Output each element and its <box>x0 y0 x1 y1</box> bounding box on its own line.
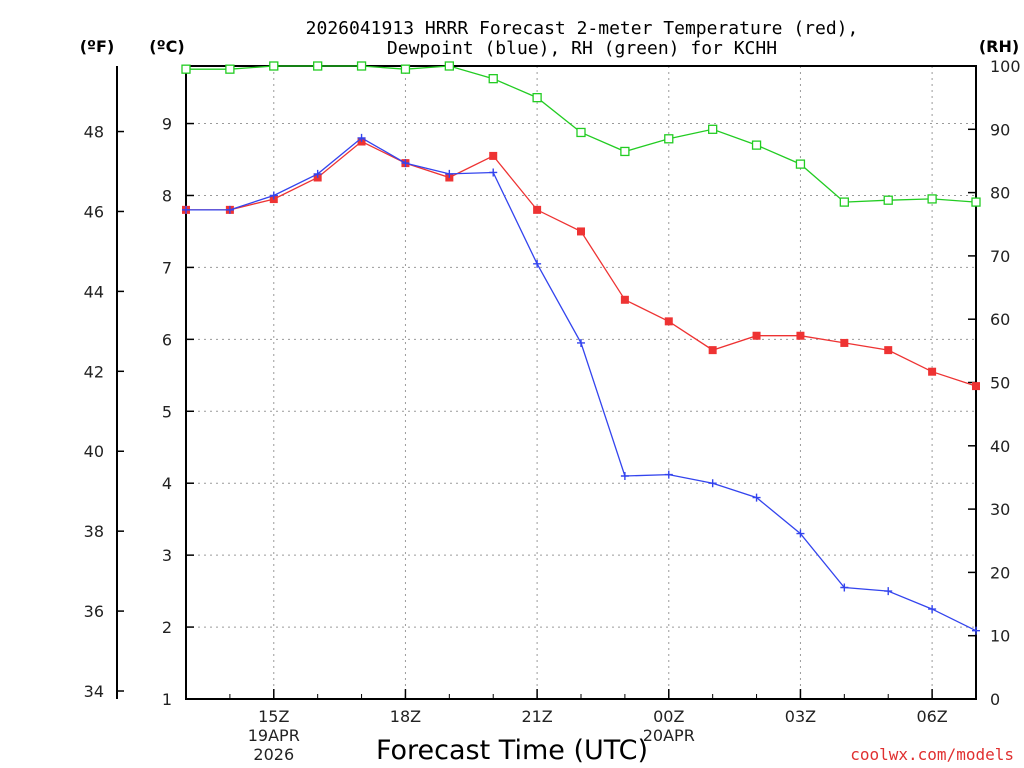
source-credit: coolwx.com/models <box>850 745 1014 764</box>
dewpoint-point <box>620 472 629 481</box>
rh-point <box>708 124 718 134</box>
rh-point <box>839 197 849 207</box>
rh-tick-label: 60 <box>990 310 1010 329</box>
fahrenheit-tick-label: 48 <box>84 123 104 142</box>
temperature-point <box>620 295 629 304</box>
rh-tick-label: 100 <box>990 57 1021 76</box>
x-tick-label: 15Z <box>258 707 289 726</box>
dewpoint-point <box>928 605 937 614</box>
celsius-tick-label: 2 <box>162 618 172 637</box>
fahrenheit-tick-label: 42 <box>84 362 104 381</box>
dewpoint-point <box>445 169 454 178</box>
dewpoint-point <box>401 159 410 168</box>
rh-point <box>400 64 411 74</box>
temperature-point <box>884 346 893 355</box>
rh-point <box>576 127 586 138</box>
celsius-tick-label: 7 <box>162 258 172 277</box>
temperature-line <box>186 140 977 387</box>
rh-tick-label: 10 <box>990 627 1010 646</box>
dewpoint-point <box>577 338 585 347</box>
x-tick-label: 18Z <box>390 707 421 726</box>
temperature-point <box>752 331 761 340</box>
x-tick-label: 06Z <box>916 707 947 726</box>
chart-title-line1: 2026041913 HRRR Forecast 2-meter Tempera… <box>306 18 859 39</box>
dewpoint-point <box>972 626 980 635</box>
fahrenheit-tick-label: 38 <box>84 522 104 541</box>
rh-tick-label: 50 <box>990 374 1010 393</box>
dewpoint-point <box>884 587 893 596</box>
chart-title-line2: Dewpoint (blue), RH (green) for KCHH <box>387 38 777 59</box>
fahrenheit-tick-label: 46 <box>84 202 104 221</box>
rh-point <box>664 134 674 144</box>
dewpoint-point <box>182 205 190 214</box>
temperature-point <box>796 331 805 340</box>
celsius-tick-label: 6 <box>162 330 172 349</box>
temperature-point <box>489 151 498 160</box>
dewpoint-point <box>840 583 849 592</box>
dewpoint-point <box>269 191 278 200</box>
rh-point <box>971 197 981 207</box>
rh-tick-label: 70 <box>990 247 1010 266</box>
rh-tick-label: 90 <box>990 120 1010 139</box>
temperature-point <box>840 338 849 347</box>
plot-frame <box>185 65 977 700</box>
temperature-point <box>972 382 980 391</box>
rh-tick-label: 30 <box>990 500 1010 519</box>
temperature-point <box>928 367 937 376</box>
dewpoint-point <box>533 259 542 268</box>
celsius-tick-label: 9 <box>162 115 172 134</box>
dewpoint-point <box>313 169 322 178</box>
gridlines <box>186 66 976 699</box>
rh-point <box>225 64 235 74</box>
celsius-tick-label: 1 <box>162 690 172 709</box>
fahrenheit-unit-label: (ºF) <box>80 37 115 56</box>
rh-point <box>488 74 498 84</box>
temperature-point <box>664 317 673 326</box>
x-tick-year: 2026 <box>253 745 294 764</box>
celsius-tick-label: 8 <box>162 186 172 205</box>
x-tick-label: 21Z <box>521 707 552 726</box>
dewpoint-point <box>664 470 673 479</box>
x-tick-label: 00Z <box>653 707 684 726</box>
dewpoint-point <box>489 168 498 177</box>
celsius-tick-label: 3 <box>162 546 172 565</box>
celsius-tick-label: 4 <box>162 474 172 493</box>
fahrenheit-tick-label: 34 <box>84 682 104 701</box>
celsius-tick-label: 5 <box>162 402 172 421</box>
celsius-unit-label: (ºC) <box>149 37 184 56</box>
temperature-point <box>708 346 717 355</box>
x-axis-title: Forecast Time (UTC) <box>376 735 648 766</box>
dewpoint-point <box>357 133 366 142</box>
dewpoint-line <box>186 137 977 632</box>
rh-unit-label: (RH) <box>979 37 1019 56</box>
fahrenheit-tick-label: 44 <box>84 282 104 301</box>
rh-point <box>269 61 279 71</box>
rh-point <box>883 195 893 205</box>
rh-point <box>751 140 762 150</box>
rh-tick-label: 0 <box>990 690 1000 709</box>
rh-point <box>795 159 806 169</box>
rh-point <box>356 61 367 71</box>
dewpoint-point <box>708 479 717 488</box>
rh-tick-label: 80 <box>990 184 1010 203</box>
rh-point <box>313 61 323 71</box>
x-tick-date: 20APR <box>643 726 695 745</box>
rh-point <box>181 64 191 74</box>
rh-point <box>620 146 630 157</box>
rh-tick-label: 20 <box>990 563 1010 582</box>
dewpoint-point <box>225 205 234 214</box>
rh-point <box>927 194 937 204</box>
dewpoint-point <box>752 493 761 502</box>
fahrenheit-tick-label: 36 <box>84 602 104 621</box>
x-tick-date: 19APR <box>248 726 300 745</box>
fahrenheit-tick-label: 40 <box>84 442 104 461</box>
temperature-point <box>533 205 542 214</box>
dewpoint-point <box>796 529 805 538</box>
rh-point <box>444 61 454 71</box>
rh-tick-label: 40 <box>990 437 1010 456</box>
x-tick-label: 03Z <box>785 707 816 726</box>
rh-point <box>532 93 542 103</box>
temperature-point <box>577 227 585 236</box>
